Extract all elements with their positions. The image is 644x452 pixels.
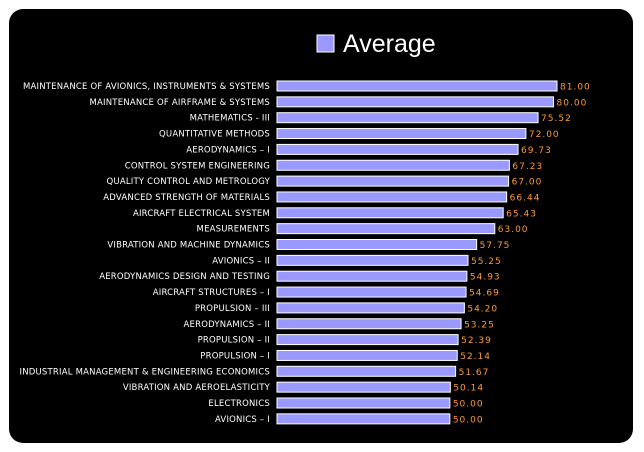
value-label: 54.93	[470, 273, 501, 283]
value-label: 54.69	[469, 289, 500, 299]
value-label: 55.25	[471, 257, 502, 267]
bar	[276, 175, 510, 187]
category-label: MEASUREMENTS	[197, 225, 270, 235]
value-label: 75.52	[541, 114, 572, 124]
value-label: 69.73	[521, 146, 552, 156]
category-label: CONTROL SYSTEM ENGINEERING	[125, 161, 270, 171]
bar	[276, 318, 462, 330]
category-label: AVIONICS – I	[215, 415, 270, 425]
bar	[276, 334, 459, 346]
category-label: AIRCRAFT ELECTRICAL SYSTEM	[133, 209, 270, 219]
legend: Average	[316, 30, 436, 58]
legend-swatch	[316, 34, 335, 53]
bar	[276, 381, 451, 393]
category-label: AIRCRAFT STRUCTURES – I	[153, 288, 270, 298]
value-labels: 81.00 80.00 75.52 72.00 69.73 67.23 67.00 66.44…	[453, 83, 591, 426]
category-label: INDUSTRIAL MANAGEMENT & ENGINEERING ECON…	[20, 367, 271, 377]
value-label: 50.14	[453, 384, 484, 394]
value-label: 57.75	[480, 241, 511, 251]
bar	[276, 96, 555, 108]
value-label: 67.23	[512, 162, 543, 172]
value-label: 65.43	[506, 209, 537, 219]
category-label: VIBRATION AND MACHINE DYNAMICS	[107, 241, 270, 251]
category-label: PROPULSION – I	[200, 351, 270, 361]
value-label: 67.00	[512, 178, 543, 188]
value-label: 53.25	[464, 320, 495, 330]
bar	[276, 159, 510, 171]
value-label: 63.00	[498, 225, 529, 235]
value-label: 52.39	[461, 336, 492, 346]
category-label: AERODYNAMICS – II	[184, 320, 270, 330]
value-label: 52.14	[460, 352, 491, 362]
category-label: MAINTENANCE OF AIRFRAME & SYSTEMS	[89, 98, 270, 108]
category-label: MATHEMATICS - III	[190, 114, 270, 124]
category-label: ADVANCED STRENGTH OF MATERIALS	[103, 193, 270, 203]
category-label: AERODYNAMICS DESIGN AND TESTING	[99, 272, 270, 282]
bar	[276, 302, 465, 314]
bar	[276, 80, 558, 92]
category-label: MAINTENANCE OF AVIONICS, INSTRUMENTS & S…	[23, 82, 270, 92]
bar	[276, 254, 469, 266]
bar	[276, 239, 478, 250]
value-label: 80.00	[557, 98, 588, 108]
value-label: 50.00	[453, 415, 484, 425]
value-label: 66.44	[510, 193, 541, 203]
category-labels: MAINTENANCE OF AVIONICS, INSTRUMENTS & S…	[20, 82, 271, 425]
legend-label-average: Average	[343, 30, 436, 58]
bar	[276, 207, 504, 219]
value-label: 51.67	[459, 368, 490, 378]
category-label: QUANTITATIVE METHODS	[159, 130, 270, 140]
category-label: VIBRATION AND AEROELASTICITY	[123, 383, 271, 393]
category-label: AERODYNAMICS – I	[186, 145, 270, 155]
value-label: 72.00	[529, 130, 560, 140]
category-label: PROPULSION – II	[198, 336, 270, 346]
bar	[276, 397, 451, 409]
value-label: 81.00	[560, 83, 591, 93]
bar	[276, 223, 496, 235]
bar	[276, 413, 451, 425]
category-label: AVIONICS – II	[212, 256, 270, 266]
category-label: QUALITY CONTROL AND METROLOGY	[107, 177, 271, 187]
value-label: 50.00	[453, 400, 484, 410]
bar	[276, 143, 519, 155]
category-label: ELECTRONICS	[208, 399, 270, 409]
bar	[276, 191, 508, 203]
bar	[276, 286, 467, 298]
category-label: PROPULSION – III	[195, 304, 270, 314]
bars-group	[276, 80, 558, 425]
bar	[276, 349, 458, 361]
bar	[276, 270, 468, 282]
bar	[276, 365, 457, 377]
bar	[276, 112, 539, 124]
value-label: 54.20	[467, 304, 498, 314]
bar	[276, 128, 527, 140]
